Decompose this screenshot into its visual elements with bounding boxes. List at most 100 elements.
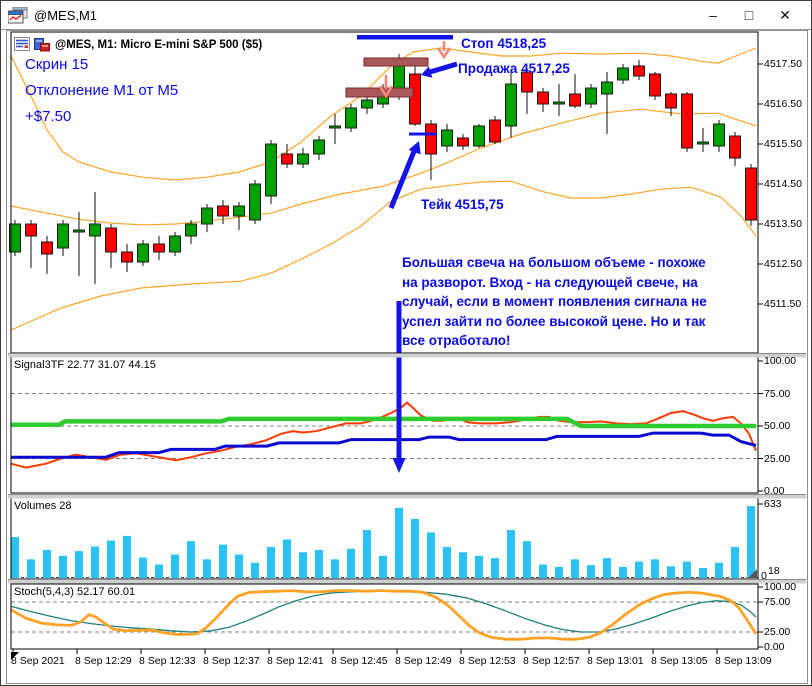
volume-bar xyxy=(331,559,339,578)
annotation-take-label: Тейк 4515,75 xyxy=(421,197,504,212)
time-axis-label: 8 Sep 13:05 xyxy=(651,655,708,667)
quote-board-icon[interactable] xyxy=(14,37,30,51)
candle-up xyxy=(697,141,709,145)
volume-bar xyxy=(235,554,243,578)
volume-bar xyxy=(651,559,659,578)
volume-bar xyxy=(43,549,51,578)
price-axis-label: 4517.50 xyxy=(764,58,802,70)
annotation-comment: Большая свеча на большом объеме - похоже… xyxy=(402,253,707,351)
candle-down xyxy=(649,73,661,97)
candle-down xyxy=(745,167,757,221)
candle-down xyxy=(521,71,533,93)
candle-down xyxy=(41,241,53,255)
stoch-axis-label: 25.00 xyxy=(764,626,791,638)
volume-bar xyxy=(171,554,179,578)
volume-bar xyxy=(203,559,211,578)
volume-bar xyxy=(683,561,691,578)
volume-bar xyxy=(363,530,371,578)
candle-up xyxy=(169,235,181,253)
volume-bar xyxy=(11,537,19,578)
volume-bar xyxy=(491,558,499,578)
chart-symbol-title: @MES, M1: Micro E-mini S&P 500 ($5) xyxy=(55,39,263,51)
window-controls: – □ ✕ xyxy=(695,3,803,27)
candle-up xyxy=(329,125,341,129)
volume-bar xyxy=(123,535,131,578)
candle-down xyxy=(569,93,581,107)
time-axis-label: 8 Sep 12:45 xyxy=(331,655,388,667)
time-axis-label: 8 Sep 12:57 xyxy=(523,655,580,667)
price-axis-label: 4512.50 xyxy=(764,258,802,270)
maximize-button[interactable]: □ xyxy=(744,7,754,23)
volume-bar xyxy=(187,541,195,578)
signal-pointer-arrow-head xyxy=(392,458,406,473)
candle-up xyxy=(473,125,485,147)
volume-bar xyxy=(59,555,67,578)
candle-up xyxy=(233,205,245,217)
candle-up xyxy=(297,153,309,165)
candle-up xyxy=(345,107,357,129)
volume-bar xyxy=(539,564,547,578)
panel-divider xyxy=(8,354,806,358)
volume-bar xyxy=(587,565,595,578)
comment-line: Большая свеча на большом объеме - похоже xyxy=(402,255,706,270)
volume-bar xyxy=(283,539,291,578)
volume-bar xyxy=(139,557,147,578)
candle-up xyxy=(57,223,69,249)
stop-level-line xyxy=(357,35,453,40)
candle-down xyxy=(281,153,293,165)
candle-up xyxy=(313,139,325,155)
volume-bar xyxy=(347,548,355,578)
time-axis-label: 8 Sep 13:01 xyxy=(587,655,644,667)
volume-current-marker xyxy=(748,569,757,578)
volume-axis-label: 633 xyxy=(764,498,782,510)
volume-bar xyxy=(731,547,739,578)
annotation-sell-label: Продажа 4517,25 xyxy=(458,61,570,76)
comment-line: все отработало! xyxy=(402,333,511,348)
volume-bar xyxy=(27,559,35,578)
volume-bar xyxy=(379,555,387,578)
take-arrow xyxy=(388,148,418,209)
annotation-profit: +$7.50 xyxy=(25,108,72,125)
time-axis-marker xyxy=(11,652,19,660)
bollinger-lower xyxy=(10,180,757,331)
time-axis-label: 8 Sep 12:37 xyxy=(203,655,260,667)
candle-up xyxy=(441,129,453,147)
stoch-axis-label: 100.00 xyxy=(764,581,797,593)
volume-bar xyxy=(555,566,563,578)
candle-up xyxy=(89,223,101,237)
volume-bar xyxy=(395,507,403,578)
minimize-button[interactable]: – xyxy=(709,7,717,23)
signal3tf-red-line xyxy=(10,401,757,469)
candle-down xyxy=(121,251,133,263)
signal-axis-label: 100.00 xyxy=(764,355,797,367)
time-axis-label: 8 Sep 12:33 xyxy=(139,655,196,667)
entry-marker-bar-1 xyxy=(363,57,429,67)
stoch-k-line xyxy=(10,589,758,641)
candle-up xyxy=(137,243,149,263)
chart-window-icon[interactable] xyxy=(34,38,50,52)
time-axis-label: 8 Sep 12:53 xyxy=(459,655,516,667)
signal-axis-label: 25.00 xyxy=(764,452,791,465)
candle-up xyxy=(553,101,565,105)
candle-down xyxy=(25,223,37,237)
volume-bar xyxy=(459,552,467,578)
candle-down xyxy=(217,205,229,217)
candle-up xyxy=(249,183,261,221)
time-axis-label: 8 Sep 12:41 xyxy=(267,655,324,667)
candle-down xyxy=(409,73,421,125)
volume-bar xyxy=(635,561,643,578)
candle-down xyxy=(729,135,741,159)
price-axis-label: 4513.50 xyxy=(764,218,802,230)
volume-bar xyxy=(315,549,323,578)
stoch-axis-label: 0.00 xyxy=(764,641,785,653)
candle-up xyxy=(73,229,85,233)
time-axis-label: 8 Sep 12:29 xyxy=(75,655,132,667)
price-axis-label: 4515.50 xyxy=(764,138,802,150)
comment-line: случай, если в момент появления сигнала … xyxy=(402,294,707,309)
candle-down xyxy=(633,65,645,77)
volume-bar xyxy=(427,532,435,578)
close-button[interactable]: ✕ xyxy=(779,6,791,23)
price-axis-label: 4511.50 xyxy=(764,298,802,310)
volume-bar xyxy=(603,558,611,578)
